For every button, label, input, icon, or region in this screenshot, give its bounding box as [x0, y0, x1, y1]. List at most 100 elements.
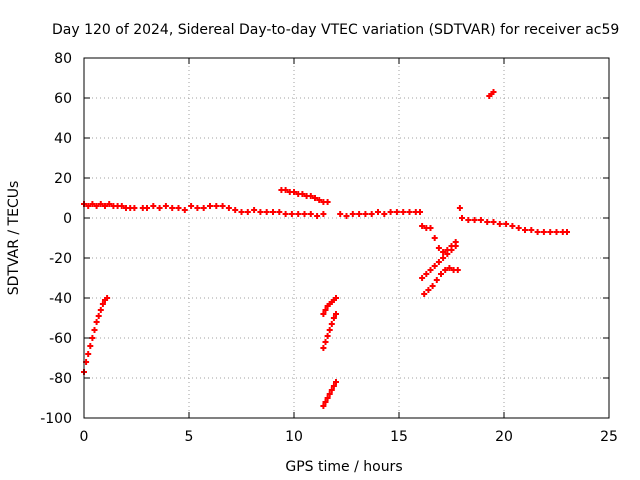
data-point	[207, 203, 213, 209]
plot-frame	[83, 57, 610, 419]
data-point	[446, 265, 453, 271]
data-point	[87, 343, 94, 349]
data-point	[276, 209, 283, 215]
y-tick-label: 0	[63, 211, 72, 227]
data-point	[295, 211, 302, 217]
data-point	[337, 211, 344, 217]
data-point	[375, 209, 381, 215]
data-point	[328, 387, 335, 393]
series-early-descent	[81, 295, 111, 375]
data-point	[175, 205, 182, 211]
series-main-band-2	[139, 203, 327, 219]
data-point	[144, 205, 150, 211]
data-point	[431, 263, 438, 269]
data-point	[326, 391, 333, 397]
data-point	[438, 271, 444, 277]
data-point	[181, 207, 188, 213]
data-point	[251, 207, 258, 213]
data-point	[89, 335, 96, 341]
series-segment-11.4b	[320, 311, 339, 351]
data-point	[330, 315, 337, 321]
data-point	[368, 211, 375, 217]
data-point	[169, 205, 176, 211]
data-point	[232, 207, 239, 213]
data-point	[118, 203, 125, 209]
data-point	[330, 383, 337, 389]
series-main-band-3	[337, 209, 423, 219]
data-point	[188, 203, 195, 209]
data-point	[85, 203, 92, 209]
data-point	[200, 205, 207, 211]
y-tick-label: 60	[54, 91, 72, 107]
data-point	[89, 201, 96, 207]
data-point	[528, 227, 535, 233]
x-tick-label: 0	[80, 429, 89, 445]
data-point	[471, 217, 478, 223]
data-point	[320, 311, 327, 317]
data-point	[91, 327, 98, 333]
data-point	[456, 205, 463, 211]
data-point	[522, 227, 528, 233]
series-segment-11.4c	[320, 379, 339, 409]
data-point	[282, 211, 289, 217]
data-point	[540, 229, 547, 235]
data-point	[320, 345, 327, 351]
series-main-band-1	[81, 201, 138, 211]
data-point	[429, 283, 436, 289]
data-point	[534, 229, 541, 235]
data-point	[400, 209, 407, 215]
series-post-16h-lower-b	[421, 265, 461, 297]
data-point	[343, 213, 350, 219]
data-point	[427, 225, 434, 231]
data-point	[93, 319, 100, 325]
series-segment-11.4a	[320, 295, 339, 317]
data-point	[435, 245, 442, 251]
data-point	[307, 211, 314, 217]
y-axis-label: SDTVAR / TECUs	[6, 181, 22, 296]
data-point	[150, 203, 157, 209]
data-point	[553, 229, 560, 235]
data-point	[238, 209, 245, 215]
data-point	[326, 327, 333, 333]
data-point	[320, 211, 327, 217]
data-point	[162, 203, 169, 209]
y-tick-label: 80	[54, 51, 72, 67]
data-point	[435, 259, 442, 265]
x-tick-label: 5	[185, 429, 194, 445]
data-point	[433, 277, 440, 283]
data-point	[423, 271, 430, 277]
data-point	[328, 321, 335, 327]
data-point	[131, 205, 138, 211]
data-point	[299, 191, 306, 197]
data-point	[85, 351, 92, 357]
data-point	[322, 399, 329, 405]
x-tick-label: 10	[285, 429, 303, 445]
y-tick-label: -60	[49, 331, 72, 347]
data-point	[490, 219, 497, 225]
series-isolated-points	[456, 89, 497, 211]
y-tick-label: -40	[49, 291, 72, 307]
data-point	[427, 267, 434, 273]
data-point	[257, 209, 264, 215]
data-point	[448, 247, 455, 253]
data-point	[333, 379, 339, 385]
y-tick-label: -20	[49, 251, 72, 267]
data-point	[425, 287, 432, 293]
data-point	[314, 213, 321, 219]
data-point	[417, 209, 423, 215]
x-tick-label: 15	[390, 429, 408, 445]
data-point	[419, 275, 426, 281]
data-point	[104, 295, 111, 301]
y-tick-label: 40	[54, 131, 72, 147]
data-point	[421, 291, 428, 297]
series-post-16h-lower-a	[419, 243, 459, 281]
data-point	[459, 215, 465, 221]
data-point	[444, 251, 451, 257]
data-point	[393, 209, 400, 215]
data-point	[97, 201, 104, 207]
data-point	[324, 199, 331, 205]
axis-ticks	[83, 57, 610, 419]
data-point	[93, 203, 100, 209]
data-point	[312, 195, 318, 201]
